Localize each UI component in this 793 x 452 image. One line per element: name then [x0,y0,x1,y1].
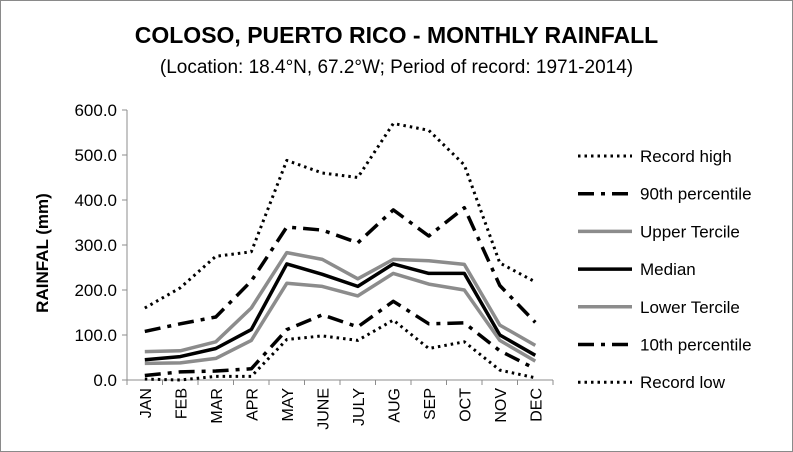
x-tick-label: MAR [209,388,226,424]
legend-label: 10th percentile [640,336,752,355]
series-line-10th-percentile [144,299,537,378]
x-tick-label: SEP [422,388,439,420]
series-line-record-high [144,122,537,310]
y-tick-label: 200.0 [74,281,117,300]
x-tick-label: JUNE [315,388,332,430]
legend-label: Record high [640,147,732,166]
x-tick-label: JAN [138,388,155,418]
x-tick-label: DEC [528,388,545,422]
series-line-90th-percentile [144,205,537,334]
x-tick-label: NOV [493,388,510,423]
x-tick-label: AUG [386,388,403,423]
legend-label: Record low [640,373,726,392]
legend-label: Upper Tercile [640,222,740,241]
y-tick-label: 100.0 [74,326,117,345]
series-line-record-low [144,318,536,382]
series-line-upper-tercile [144,250,537,354]
series-line-lower-tercile [144,271,537,366]
y-tick-label: 600.0 [74,101,117,120]
x-tick-label: JULY [351,388,368,426]
x-tick-label: FEB [173,388,190,419]
y-tick-label: 300.0 [74,236,117,255]
legend-label: Median [640,260,696,279]
legend-label: 90th percentile [640,185,752,204]
series-line-median [144,262,537,362]
y-axis-label: RAINFAL (mm) [33,193,52,313]
chart-subtitle: (Location: 18.4°N, 67.2°W; Period of rec… [159,57,634,78]
y-tick-label: 500.0 [74,146,117,165]
x-tick-label: OCT [457,388,474,422]
y-tick-label: 400.0 [74,191,117,210]
x-tick-label: MAY [280,388,297,422]
legend-label: Lower Tercile [640,298,740,317]
y-tick-label: 0.0 [93,371,117,390]
chart-title: COLOSO, PUERTO RICO - MONTHLY RAINFALL [134,22,659,48]
x-tick-label: APR [244,388,261,421]
